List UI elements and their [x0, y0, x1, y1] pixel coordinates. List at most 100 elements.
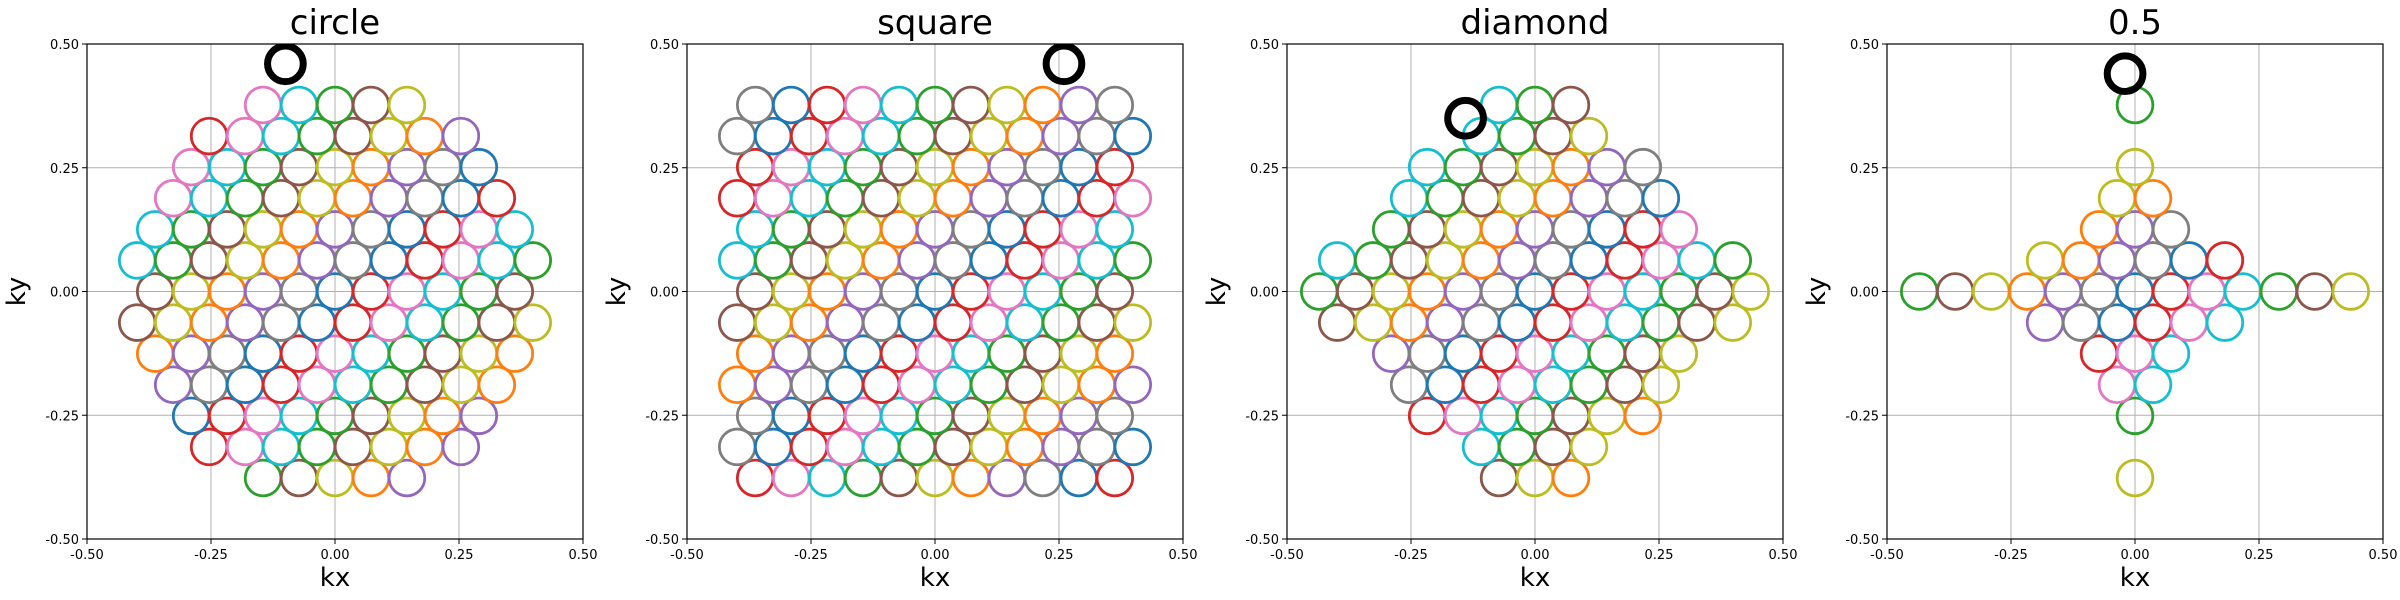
data-point — [1095, 147, 1135, 187]
x-tick-label: -0.50 — [1870, 548, 1904, 563]
data-point — [225, 116, 265, 156]
data-point — [171, 396, 211, 436]
data-point — [1041, 303, 1081, 342]
data-point — [297, 116, 337, 156]
data-point — [789, 116, 829, 156]
data-point — [1077, 241, 1117, 280]
data-point — [225, 303, 265, 342]
data-point — [405, 365, 445, 405]
data-point — [825, 241, 865, 280]
data-point — [807, 334, 847, 373]
data-point — [933, 116, 973, 156]
data-point — [987, 147, 1027, 187]
data-point — [2025, 241, 2065, 280]
data-point — [771, 85, 811, 125]
data-point — [987, 85, 1027, 125]
data-point — [369, 365, 409, 405]
data-point — [351, 458, 391, 498]
data-point — [117, 241, 157, 280]
data-point — [1623, 396, 1663, 436]
data-point — [897, 116, 937, 156]
data-point — [1371, 210, 1411, 249]
data-point — [1551, 458, 1591, 498]
data-point — [117, 303, 157, 342]
data-point — [1479, 147, 1519, 187]
data-point — [987, 396, 1027, 436]
data-point — [1533, 241, 1573, 280]
data-point — [987, 458, 1027, 498]
x-tick-label: -0.25 — [194, 548, 228, 563]
data-point — [861, 241, 901, 280]
data-point — [1461, 241, 1501, 280]
data-point — [825, 303, 865, 342]
data-point — [225, 178, 265, 218]
y-tick-label: 0.25 — [650, 162, 679, 177]
data-point — [879, 147, 919, 187]
data-point — [771, 396, 811, 436]
data-point — [1059, 396, 1099, 436]
data-point — [1497, 427, 1537, 467]
data-point — [933, 178, 973, 218]
data-point — [1095, 458, 1135, 498]
data-point — [717, 365, 757, 405]
data-point — [1641, 303, 1681, 342]
data-point — [369, 178, 409, 218]
y-tick-label: -0.25 — [45, 409, 79, 424]
data-point — [735, 210, 775, 249]
data-point — [1569, 303, 1609, 342]
x-tick-label: 0.25 — [445, 548, 474, 563]
y-axis-label: ky — [2, 277, 32, 307]
data-point — [495, 272, 535, 311]
data-point — [753, 116, 793, 156]
data-point — [297, 427, 337, 467]
data-point — [843, 210, 883, 249]
data-point — [1023, 85, 1063, 125]
data-point — [207, 210, 247, 249]
x-tick-label: 0.25 — [1045, 548, 1074, 563]
data-point — [387, 85, 427, 125]
x-tick-label: 0.50 — [1169, 548, 1198, 563]
data-point — [1587, 334, 1627, 373]
data-point — [441, 303, 481, 342]
data-point — [243, 396, 283, 436]
y-tick-label: 0.00 — [50, 286, 79, 301]
data-point — [843, 458, 883, 498]
data-point — [1023, 147, 1063, 187]
data-point — [297, 365, 337, 405]
data-point — [1425, 241, 1465, 280]
data-point — [369, 303, 409, 342]
data-point — [807, 210, 847, 249]
x-tick-label: 0.00 — [2121, 548, 2150, 563]
data-point — [1113, 116, 1153, 156]
y-tick-label: -0.25 — [645, 409, 679, 424]
data-point — [735, 85, 775, 125]
data-point — [1623, 147, 1663, 187]
data-point — [189, 116, 229, 156]
data-point — [333, 116, 373, 156]
data-point — [807, 396, 847, 436]
data-point — [1077, 427, 1117, 467]
data-point — [333, 365, 373, 405]
data-point — [423, 396, 463, 436]
data-point — [423, 210, 463, 249]
y-tick-label: -0.50 — [1245, 533, 1279, 548]
data-point — [1005, 365, 1045, 405]
data-point — [369, 116, 409, 156]
data-point — [2331, 272, 2371, 311]
data-point — [951, 334, 991, 373]
data-point — [843, 334, 883, 373]
data-point — [243, 334, 283, 373]
data-point — [1407, 396, 1447, 436]
x-tick-label: -0.25 — [1394, 548, 1428, 563]
data-point — [387, 334, 427, 373]
data-point — [753, 303, 793, 342]
data-point — [243, 147, 283, 187]
data-point — [897, 178, 937, 218]
data-point — [933, 427, 973, 467]
data-point — [1551, 334, 1591, 373]
data-point — [735, 396, 775, 436]
data-point — [987, 334, 1027, 373]
data-point — [1425, 303, 1465, 342]
data-point — [1461, 427, 1501, 467]
data-point — [477, 178, 517, 218]
